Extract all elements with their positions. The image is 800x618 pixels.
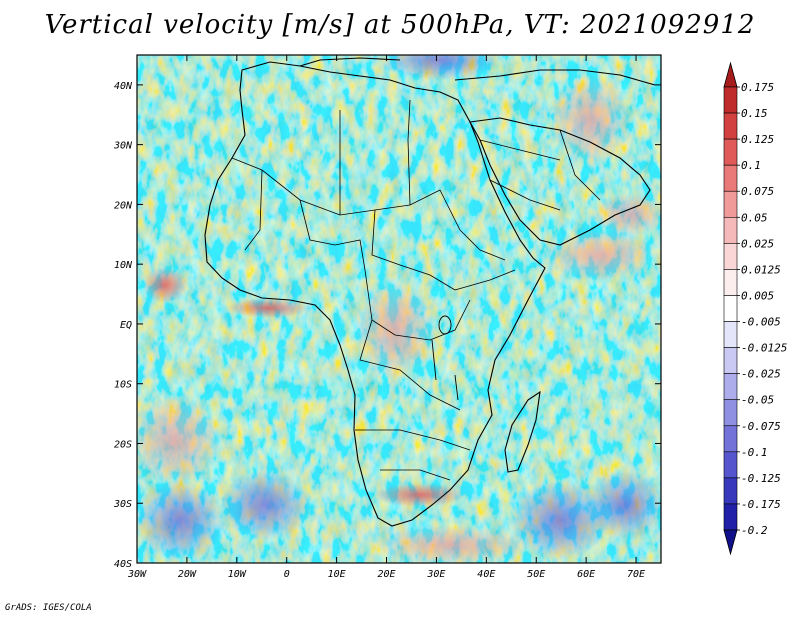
colorbar-label: -0.175 — [741, 498, 781, 511]
colorbar-bin — [723, 451, 738, 479]
colorbar-label: -0.0125 — [741, 342, 787, 355]
colorbar-label: -0.125 — [741, 472, 781, 485]
latitude-axis: 40N 30N 20N 10N EQ 10S 20S 30S 40S — [113, 81, 661, 570]
lat-tick-label: 40N — [114, 81, 133, 92]
colorbar-bin — [723, 243, 738, 270]
coastlines — [204, 57, 656, 527]
lat-tick-label: 20N — [114, 200, 133, 211]
lon-tick-label: 50E — [527, 569, 545, 580]
colorbar-bin — [723, 295, 738, 322]
longitude-axis: 30W 20W 10W 0 10E 20E 30E 40E 50E 60E 70E — [127, 55, 645, 580]
colorbar-label: 0.15 — [741, 107, 768, 120]
lat-tick-label: 10S — [114, 380, 132, 391]
colorbar-label: 0.1 — [741, 159, 761, 172]
lat-tick-label: 10N — [114, 260, 133, 271]
colorbar-bin — [723, 347, 738, 374]
lon-tick-label: 20E — [377, 569, 395, 580]
lakes — [431, 315, 459, 401]
colorbar-label: 0.005 — [741, 289, 774, 302]
lon-tick-label: 10W — [228, 569, 247, 580]
colorbar-label: -0.2 — [741, 524, 768, 537]
colorbar-label: 0.075 — [741, 185, 774, 198]
lon-tick-label: 70E — [627, 569, 645, 580]
lon-tick-label: 30E — [426, 569, 445, 580]
colorbar-bin — [723, 321, 738, 348]
lat-tick-label: 40S — [114, 559, 132, 570]
colorbar-label: 0.025 — [741, 237, 774, 250]
colorbar-bin — [723, 269, 738, 296]
lon-tick-label: 30W — [127, 569, 147, 580]
colorbar-bin — [723, 138, 738, 166]
colorbar-bin — [723, 112, 738, 140]
colorbar-top-arrow — [723, 61, 738, 88]
lat-tick-label: 30N — [113, 141, 133, 152]
colorbar-bin — [723, 477, 738, 505]
colorbar: 0.175 0.15 0.125 0.1 0.075 0.05 0.025 0.0125 0.0… — [723, 61, 787, 556]
plot-frame — [136, 54, 662, 564]
colorbar-label: 0.175 — [741, 81, 774, 94]
map-title: Vertical velocity [m/s] at 500hPa, VT: 2… — [44, 10, 756, 40]
colorbar-label: -0.075 — [741, 420, 781, 433]
lon-tick-label: 20W — [178, 569, 197, 580]
grads-credit: GrADS: IGES/COLA — [5, 603, 92, 613]
colorbar-label: -0.005 — [741, 316, 781, 329]
colorbar-label: 0.0125 — [741, 263, 781, 276]
lon-tick-label: 0 — [284, 569, 290, 580]
lon-tick-label: 10E — [328, 569, 346, 580]
colorbar-bin — [723, 86, 738, 114]
colorbar-label: -0.025 — [741, 368, 781, 381]
colorbar-label: -0.1 — [741, 446, 768, 459]
colorbar-bin — [723, 190, 738, 218]
colorbar-bin — [723, 425, 738, 453]
colorbar-bin — [723, 503, 738, 531]
colorbar-bin — [723, 216, 738, 244]
colorbar-label: 0.05 — [741, 211, 768, 224]
colorbar-bottom-arrow — [723, 529, 738, 556]
country-borders — [231, 99, 601, 481]
field-shading — [137, 55, 661, 563]
lat-tick-label: 30S — [113, 499, 132, 510]
colorbar-bin — [723, 373, 738, 401]
lat-tick-label: 20S — [114, 439, 132, 450]
colorbar-label: 0.125 — [741, 133, 774, 146]
lon-tick-label: 40E — [477, 569, 495, 580]
colorbar-bin — [723, 399, 738, 427]
colorbar-label: -0.05 — [741, 394, 774, 407]
lat-tick-label: EQ — [120, 320, 132, 331]
lon-tick-label: 60E — [577, 569, 595, 580]
colorbar-bin — [723, 164, 738, 192]
